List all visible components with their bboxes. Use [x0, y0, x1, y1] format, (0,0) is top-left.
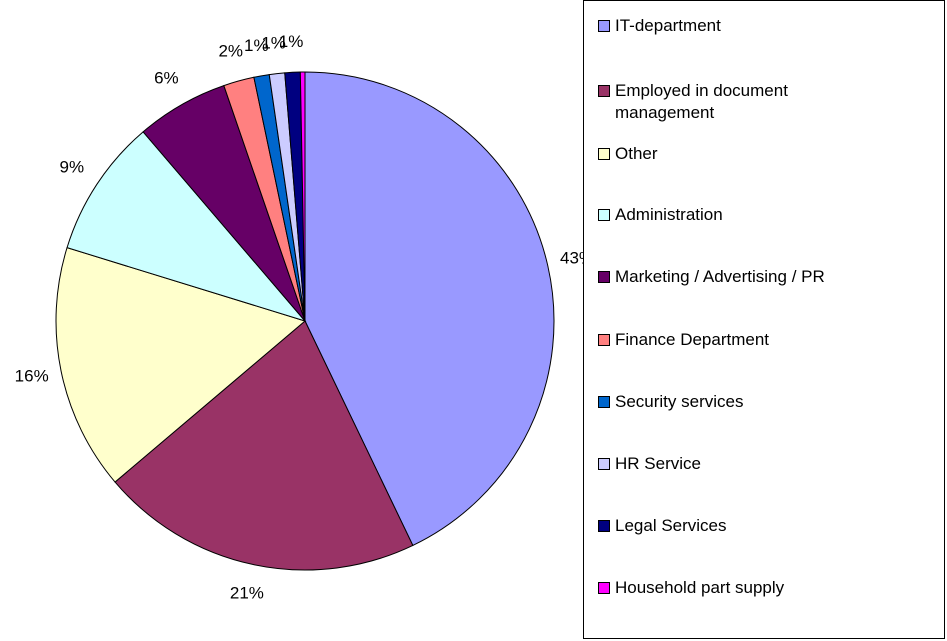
legend-label: IT-department — [615, 16, 721, 35]
legend: IT-department Employed in document manage… — [583, 0, 945, 639]
legend-swatch — [598, 520, 610, 532]
data-label: 1% — [279, 32, 304, 51]
pie-slice — [114, 320, 414, 571]
legend-label: Employed in document management — [615, 81, 788, 122]
legend-item: Employed in document management — [598, 80, 828, 124]
legend-swatch — [598, 209, 610, 221]
pie-slice — [304, 71, 555, 547]
legend-swatch — [598, 396, 610, 408]
data-label: 2% — [218, 42, 243, 61]
legend-item: Other — [598, 143, 658, 165]
chart: 43%21%16%9%6%2%1%1%1% — [15, 32, 583, 603]
legend-swatch — [598, 148, 610, 160]
legend-swatch — [598, 20, 610, 32]
legend-swatch — [598, 334, 610, 346]
legend-label: Legal Services — [615, 516, 727, 535]
legend-item: Household part supply — [598, 577, 784, 599]
legend-label: Marketing / Advertising / PR — [615, 267, 825, 286]
data-label: 16% — [15, 366, 49, 385]
legend-item: HR Service — [598, 453, 701, 475]
data-label: 1% — [261, 33, 286, 52]
legend-item: IT-department — [598, 15, 721, 37]
pie-slice — [55, 246, 307, 483]
legend-swatch — [598, 271, 610, 283]
data-label: 6% — [154, 68, 179, 87]
pie-slice — [299, 71, 306, 322]
legend-label: Other — [615, 144, 658, 163]
legend-label: Administration — [615, 205, 723, 224]
legend-item: Marketing / Advertising / PR — [598, 266, 825, 288]
pie-slice — [66, 131, 307, 322]
legend-label: Security services — [615, 392, 744, 411]
data-label: 21% — [230, 583, 264, 602]
data-label: 43% — [560, 249, 583, 268]
legend-swatch — [598, 458, 610, 470]
legend-item: Legal Services — [598, 515, 727, 537]
legend-item: Finance Department — [598, 329, 769, 351]
legend-item: Administration — [598, 204, 723, 226]
legend-label: Household part supply — [615, 578, 785, 597]
legend-swatch — [598, 582, 610, 594]
legend-label: HR Service — [615, 454, 701, 473]
legend-item: Security services — [598, 391, 743, 413]
data-label: 1% — [244, 36, 269, 55]
data-label: 9% — [59, 157, 84, 176]
legend-swatch — [598, 85, 610, 97]
legend-label: Finance Department — [615, 330, 770, 349]
